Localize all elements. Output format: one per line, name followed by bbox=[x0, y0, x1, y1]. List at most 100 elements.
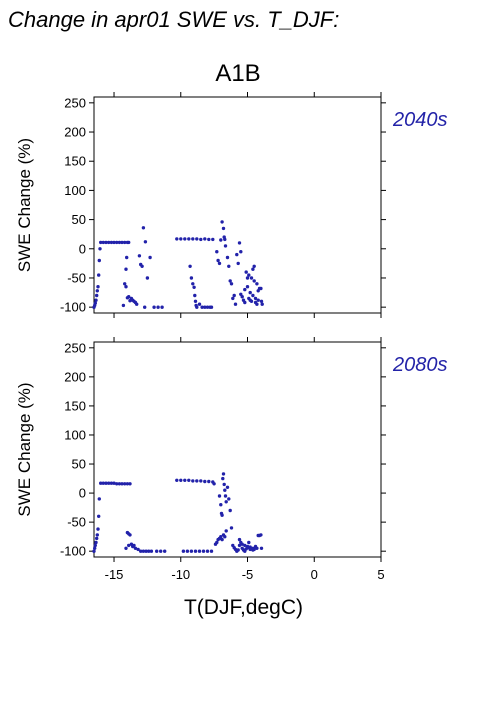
data-point bbox=[141, 226, 146, 230]
data-point bbox=[223, 488, 227, 492]
data-point bbox=[219, 238, 223, 242]
data-point bbox=[245, 546, 250, 550]
x-tick-label: -15 bbox=[105, 567, 124, 582]
y-tick-label: -100 bbox=[60, 300, 86, 315]
data-point bbox=[219, 503, 223, 507]
data-point bbox=[97, 514, 101, 518]
data-point bbox=[221, 226, 226, 231]
data-point bbox=[193, 299, 198, 303]
data-point bbox=[127, 295, 131, 299]
data-point bbox=[197, 302, 202, 306]
data-point bbox=[125, 255, 129, 260]
data-point bbox=[115, 482, 119, 486]
data-point bbox=[112, 481, 116, 485]
data-point bbox=[209, 305, 214, 309]
data-point bbox=[128, 482, 132, 486]
data-point bbox=[243, 300, 247, 305]
data-point bbox=[125, 482, 130, 486]
data-point bbox=[259, 286, 263, 291]
data-point bbox=[145, 276, 150, 280]
data-point bbox=[228, 279, 232, 283]
data-point bbox=[117, 482, 122, 486]
y-tick-label: 100 bbox=[64, 183, 86, 198]
data-point bbox=[127, 240, 131, 245]
y-tick-label: 150 bbox=[64, 398, 86, 413]
data-point bbox=[147, 549, 151, 553]
data-point bbox=[93, 546, 97, 550]
data-point bbox=[231, 296, 235, 301]
data-point bbox=[187, 478, 191, 482]
y-tick-label: -50 bbox=[67, 270, 86, 285]
data-point bbox=[259, 299, 264, 303]
data-point bbox=[243, 543, 247, 548]
data-point bbox=[199, 237, 203, 242]
data-point bbox=[243, 287, 247, 292]
data-point bbox=[239, 250, 243, 254]
data-point bbox=[96, 527, 100, 531]
data-point bbox=[229, 282, 234, 286]
data-point bbox=[245, 276, 250, 280]
data-point bbox=[152, 305, 156, 309]
data-point bbox=[123, 482, 127, 486]
data-point bbox=[251, 293, 255, 298]
plot-frame bbox=[93, 341, 382, 558]
data-point bbox=[120, 482, 124, 486]
data-point bbox=[205, 305, 210, 309]
data-point bbox=[179, 478, 183, 482]
data-point bbox=[252, 279, 256, 283]
data-point bbox=[187, 237, 191, 241]
data-point bbox=[96, 285, 100, 289]
data-point bbox=[124, 285, 128, 289]
data-point bbox=[109, 240, 114, 245]
data-point bbox=[227, 264, 231, 268]
data-point bbox=[221, 472, 226, 476]
data-point bbox=[155, 549, 159, 553]
data-point bbox=[104, 240, 108, 245]
data-point bbox=[255, 546, 259, 550]
data-point bbox=[203, 237, 207, 241]
data-point bbox=[101, 481, 106, 485]
data-point bbox=[183, 237, 187, 241]
data-point bbox=[228, 508, 232, 513]
y-tick-label: 200 bbox=[64, 125, 86, 140]
data-point bbox=[245, 285, 250, 289]
data-point bbox=[185, 549, 190, 553]
data-point bbox=[117, 240, 122, 245]
y-axis-label: SWE Change (%) bbox=[15, 138, 34, 272]
period-label: 2080s bbox=[392, 354, 448, 376]
data-point bbox=[195, 479, 199, 483]
data-point bbox=[93, 543, 98, 548]
y-tick-label: 100 bbox=[64, 427, 86, 442]
data-point bbox=[233, 302, 238, 306]
data-point bbox=[143, 305, 147, 309]
y-tick-label: 50 bbox=[72, 457, 86, 472]
y-tick-label: -50 bbox=[67, 515, 86, 530]
data-point bbox=[193, 549, 198, 553]
data-point bbox=[159, 549, 163, 553]
y-tick-label: 250 bbox=[64, 95, 86, 110]
y-tick-label: 150 bbox=[64, 154, 86, 169]
data-point bbox=[94, 540, 98, 545]
panel-2040s: -100 -50 0 50 100 150 200 250 SWE Change (%) 2040… bbox=[15, 92, 448, 318]
data-point bbox=[227, 497, 231, 501]
data-point bbox=[220, 513, 224, 517]
data-point bbox=[128, 533, 132, 537]
data-point bbox=[224, 529, 228, 533]
data-point bbox=[107, 481, 111, 485]
data-point bbox=[149, 549, 154, 553]
data-point bbox=[124, 546, 128, 550]
data-point bbox=[139, 549, 143, 553]
data-point bbox=[197, 549, 202, 553]
x-axis-label: T(DJF,degC) bbox=[184, 596, 303, 619]
data-point bbox=[256, 298, 260, 302]
data-point bbox=[193, 293, 197, 298]
data-point bbox=[222, 482, 226, 487]
data-point bbox=[115, 240, 119, 245]
data-point bbox=[123, 240, 127, 245]
y-tick-label: 50 bbox=[72, 212, 86, 227]
data-point bbox=[200, 305, 204, 309]
data-point bbox=[123, 282, 127, 286]
data-point bbox=[109, 481, 114, 485]
